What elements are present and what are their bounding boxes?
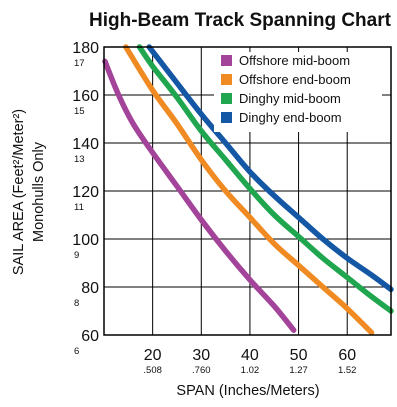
y-axis-label: SAIL AREA (Feet²/Meter²) bbox=[11, 109, 27, 275]
y-tick-label-3: 120 bbox=[72, 184, 99, 201]
series-line-2 bbox=[136, 44, 394, 314]
legend-swatch-3 bbox=[221, 112, 232, 123]
x-tick-metric-4: 1.52 bbox=[338, 365, 357, 376]
y-tick-label-6: 180 bbox=[72, 40, 99, 57]
series-line-1 bbox=[123, 44, 375, 336]
x-tick-label-3: 50 bbox=[290, 347, 308, 364]
x-tick-metric-0: .508 bbox=[143, 365, 162, 376]
x-tick-metric-2: 1.02 bbox=[241, 365, 260, 376]
x-tick-metric-1: .760 bbox=[192, 365, 211, 376]
y-tick-metric-1: 8 bbox=[74, 298, 79, 309]
x-tick-label-0: 20 bbox=[144, 347, 162, 364]
series-line-0 bbox=[102, 58, 297, 333]
plot-frame bbox=[103, 46, 392, 336]
legend-swatch-2 bbox=[221, 93, 232, 104]
y-tick-label-2: 100 bbox=[72, 232, 99, 249]
x-tick-metric-3: 1.27 bbox=[289, 365, 308, 376]
y-tick-label-0: 60 bbox=[81, 328, 99, 345]
legend-background bbox=[214, 52, 382, 132]
series-lines bbox=[102, 44, 394, 336]
y-tick-metric-6: 17 bbox=[74, 58, 85, 69]
y-tick-metric-3: 11 bbox=[74, 202, 84, 213]
legend-label-1: Offshore end-boom bbox=[239, 72, 351, 87]
legend-swatch-0 bbox=[221, 55, 232, 66]
y-tick-metric-4: 13 bbox=[74, 154, 85, 165]
chart-title: High-Beam Track Spanning Chart bbox=[89, 10, 392, 31]
x-tick-labels: 20.508 30.760 401.02 501.27 601.52 bbox=[143, 347, 356, 376]
x-tick-label-2: 40 bbox=[241, 347, 259, 364]
legend-label-2: Dinghy mid-boom bbox=[239, 91, 341, 106]
legend-label-3: Dinghy end-boom bbox=[239, 110, 342, 125]
legend-swatch-1 bbox=[221, 74, 232, 85]
y-tick-label-1: 80 bbox=[81, 280, 99, 297]
x-tick-label-1: 30 bbox=[192, 347, 210, 364]
series-line-3 bbox=[146, 44, 394, 293]
x-axis-label: SPAN (Inches/Meters) bbox=[176, 383, 319, 399]
y-tick-metric-5: 15 bbox=[74, 106, 85, 117]
y-tick-label-4: 140 bbox=[72, 136, 99, 153]
y-tick-metric-0: 6 bbox=[74, 346, 79, 357]
y-axis-label-sub: Monohulls Only bbox=[31, 141, 47, 242]
legend-label-0: Offshore mid-boom bbox=[239, 53, 350, 68]
y-tick-label-5: 160 bbox=[72, 88, 99, 105]
legend: Offshore mid-boom Offshore end-boom Dinghy… bbox=[214, 52, 382, 132]
x-tick-label-4: 60 bbox=[338, 347, 356, 364]
y-tick-metric-2: 9 bbox=[74, 250, 79, 261]
